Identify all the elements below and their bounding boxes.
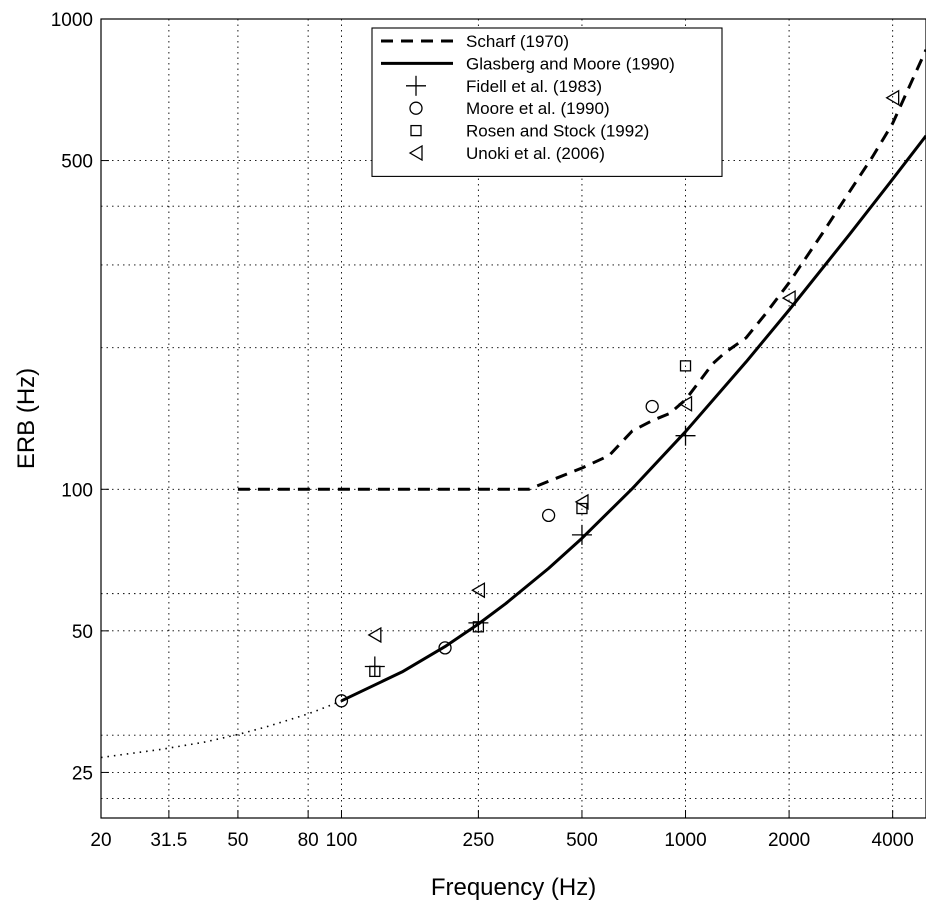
triangle-shape	[781, 289, 796, 307]
x-tick-label: 100	[326, 830, 358, 851]
x-tick-label: 31.5	[150, 830, 187, 851]
data-point-square	[410, 124, 422, 137]
legend-label: Glasberg and Moore (1990)	[466, 54, 675, 73]
legend-label: Scharf (1970)	[466, 32, 569, 51]
y-axis-label: ERB (Hz)	[13, 368, 40, 469]
legend-entry: Unoki et al. (2006)	[408, 144, 605, 163]
legend-label: Moore et al. (1990)	[466, 99, 610, 118]
data-point-plus	[406, 75, 426, 96]
data-point-triangle-left	[471, 582, 486, 599]
data-point-triangle-left	[885, 89, 900, 106]
legend-label: Unoki et al. (2006)	[466, 144, 605, 163]
series-6	[367, 89, 900, 644]
series-0	[237, 49, 926, 491]
y-tick-label: 100	[61, 480, 93, 501]
legend-entry: Glasberg and Moore (1990)	[381, 54, 675, 73]
legend-box	[371, 27, 723, 177]
circle-shape	[409, 101, 423, 115]
legend-entry: Rosen and Stock (1992)	[410, 122, 649, 141]
square-shape	[679, 360, 692, 372]
x-tick-label: 250	[463, 830, 495, 851]
legend-entry: Fidell et al. (1983)	[406, 75, 602, 96]
legend-label: Rosen and Stock (1992)	[466, 122, 649, 141]
plot-frame	[100, 18, 926, 819]
data-point-square	[369, 665, 381, 678]
data-point-square	[679, 360, 692, 372]
square-shape	[472, 621, 485, 633]
data-point-triangle-left	[408, 144, 423, 162]
legend-entry: Moore et al. (1990)	[409, 99, 610, 118]
y-tick-label: 500	[61, 152, 93, 173]
x-tick-label: 50	[227, 830, 248, 851]
x-tick-label: 4000	[872, 830, 914, 851]
data-point-plus	[675, 425, 696, 446]
circle-shape	[334, 694, 349, 708]
data-point-square	[472, 621, 485, 633]
circle-shape	[438, 641, 452, 655]
data-point-plus	[571, 524, 592, 545]
data-point-circle	[645, 399, 659, 414]
data-point-triangle-left	[678, 395, 693, 412]
data-point-circle	[409, 101, 423, 115]
x-tick-label: 20	[90, 830, 111, 851]
series-layer	[100, 49, 926, 759]
x-axis-label: Frequency (Hz)	[431, 874, 596, 901]
data-point-triangle-left	[367, 626, 382, 644]
data-point-circle	[334, 694, 349, 708]
data-point-triangle-left	[574, 493, 589, 511]
data-point-plus	[468, 612, 489, 633]
legend-label: Fidell et al. (1983)	[466, 77, 602, 96]
triangle-shape	[408, 144, 423, 162]
triangle-shape	[574, 493, 589, 511]
legend: Scharf (1970) Glasberg and Moore (1990) Fi…	[371, 27, 723, 177]
legend-entry: Scharf (1970)	[381, 32, 569, 51]
grid	[101, 19, 926, 818]
y-tick-label: 50	[72, 622, 93, 643]
circle-shape	[541, 508, 556, 523]
ticks: 20 31.5 50 80 100 250 500 1000 2000 4000 25 50 100 50…	[51, 10, 914, 851]
series-1	[340, 134, 926, 703]
x-tick-label: 80	[298, 830, 319, 851]
data-point-circle	[438, 641, 452, 655]
triangle-shape	[885, 89, 900, 106]
triangle-shape	[471, 582, 486, 599]
y-tick-label: 25	[72, 763, 93, 784]
square-shape	[410, 124, 422, 137]
triangle-shape	[367, 626, 382, 644]
y-tick-label: 1000	[51, 10, 93, 31]
series-line-solid	[340, 134, 926, 703]
triangle-shape	[678, 395, 693, 412]
data-point-triangle-left	[781, 289, 796, 307]
circle-shape	[645, 399, 659, 414]
x-tick-label: 500	[566, 830, 598, 851]
x-tick-label: 2000	[768, 830, 810, 851]
series-line-dashed	[237, 49, 926, 491]
data-point-circle	[541, 508, 556, 523]
x-tick-label: 1000	[664, 830, 706, 851]
square-shape	[369, 665, 381, 678]
series-4	[334, 399, 659, 708]
